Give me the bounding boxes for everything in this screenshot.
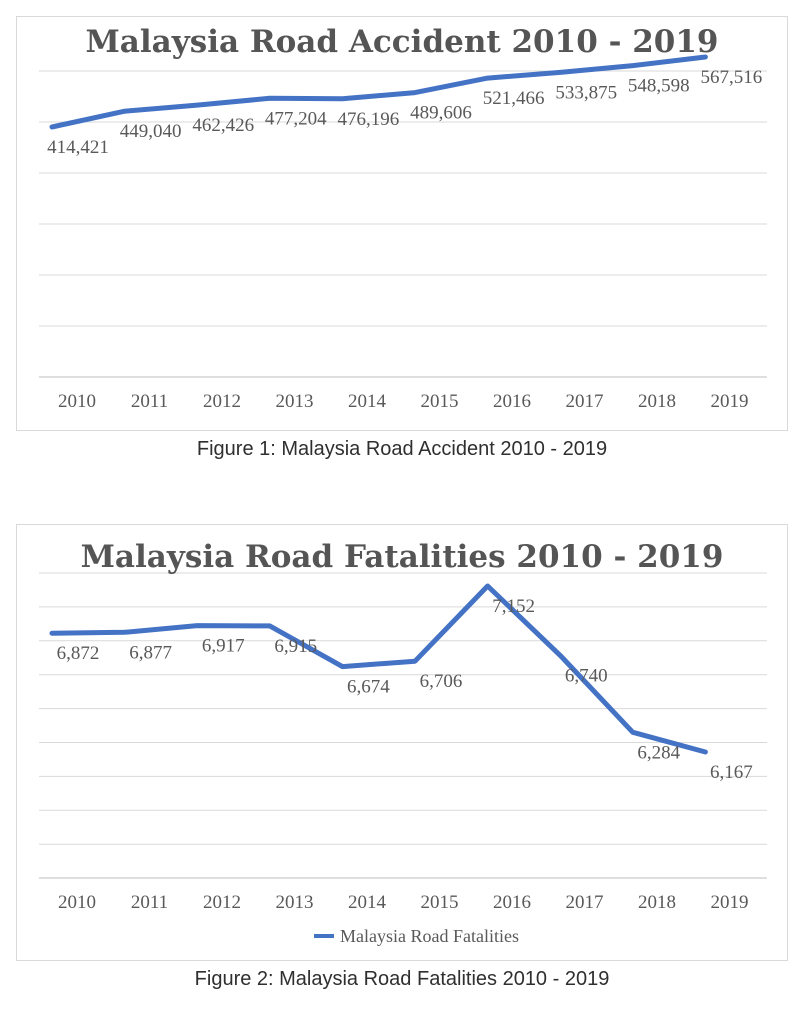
data-label: 6,706 (420, 671, 463, 692)
x-axis-label: 2016 (493, 391, 531, 412)
x-axis-label: 2015 (421, 892, 459, 913)
x-axis-label: 2011 (131, 391, 168, 412)
data-label: 449,040 (120, 121, 182, 142)
data-label: 6,674 (347, 677, 390, 698)
x-axis-label: 2012 (203, 892, 241, 913)
data-label: 6,917 (202, 636, 245, 657)
data-label: 6,167 (710, 762, 753, 783)
data-label: 521,466 (483, 88, 545, 109)
data-label: 462,426 (192, 115, 254, 136)
x-axis-label: 2010 (58, 391, 96, 412)
data-labels: 414,421 449,040 462,426 477,204 476,196 489,6… (47, 67, 762, 158)
x-axis-label: 2013 (276, 391, 314, 412)
x-axis-label: 2010 (58, 892, 96, 913)
data-label: 567,516 (701, 67, 763, 88)
x-axis-label: 2014 (348, 391, 387, 412)
series-line (49, 54, 708, 130)
data-label: 477,204 (265, 108, 327, 129)
x-axis-label: 2017 (566, 892, 604, 913)
x-axis-label: 2018 (638, 391, 676, 412)
x-axis-label: 2019 (711, 391, 749, 412)
series-line (49, 583, 708, 755)
x-axis-label: 2011 (131, 892, 168, 913)
gridlines (39, 572, 767, 845)
figure-2-caption: Figure 2: Malaysia Road Fatalities 2010 … (194, 968, 610, 990)
data-labels: 6,872 6,877 6,917 6,915 6,674 6,706 7,152 6,740… (57, 596, 753, 783)
chart-title: Malaysia Road Accident 2010 - 2019 (85, 24, 718, 60)
data-label: 6,740 (565, 665, 608, 686)
data-label: 489,606 (410, 103, 472, 124)
x-axis-label: 2014 (348, 892, 387, 913)
legend-label: Malaysia Road Fatalities (340, 926, 519, 946)
x-axis-labels: 2010 2011 2012 2013 2014 2015 2016 2017 2018 2019 (58, 892, 749, 913)
data-label: 6,872 (57, 643, 100, 664)
fatalities-line-chart: Malaysia Road Fatalities 2010 - 2019 6,87… (16, 524, 788, 961)
legend: Malaysia Road Fatalities (314, 926, 519, 946)
x-axis-label: 2012 (203, 391, 241, 412)
data-label: 7,152 (492, 596, 535, 617)
x-axis-label: 2019 (711, 892, 749, 913)
figure-1-caption: Figure 1: Malaysia Road Accident 2010 - … (196, 438, 608, 460)
x-axis-label: 2016 (493, 892, 531, 913)
x-axis-label: 2018 (638, 892, 676, 913)
accident-line-chart: Malaysia Road Accident 2010 - 2019 414,42… (16, 16, 788, 431)
data-label: 476,196 (338, 109, 400, 130)
data-label: 548,598 (628, 76, 690, 97)
x-axis-label: 2013 (276, 892, 314, 913)
x-axis-label: 2017 (566, 391, 604, 412)
data-label: 533,875 (555, 82, 617, 103)
data-label: 6,915 (274, 636, 317, 657)
data-label: 414,421 (47, 137, 109, 158)
data-label: 6,284 (637, 742, 680, 763)
chart-title: Malaysia Road Fatalities 2010 - 2019 (81, 539, 724, 575)
x-axis-label: 2015 (421, 391, 459, 412)
x-axis-labels: 2010 2011 2012 2013 2014 2015 2016 2017 2018 2019 (58, 391, 749, 412)
data-label: 6,877 (129, 642, 172, 663)
gridlines (39, 70, 767, 327)
